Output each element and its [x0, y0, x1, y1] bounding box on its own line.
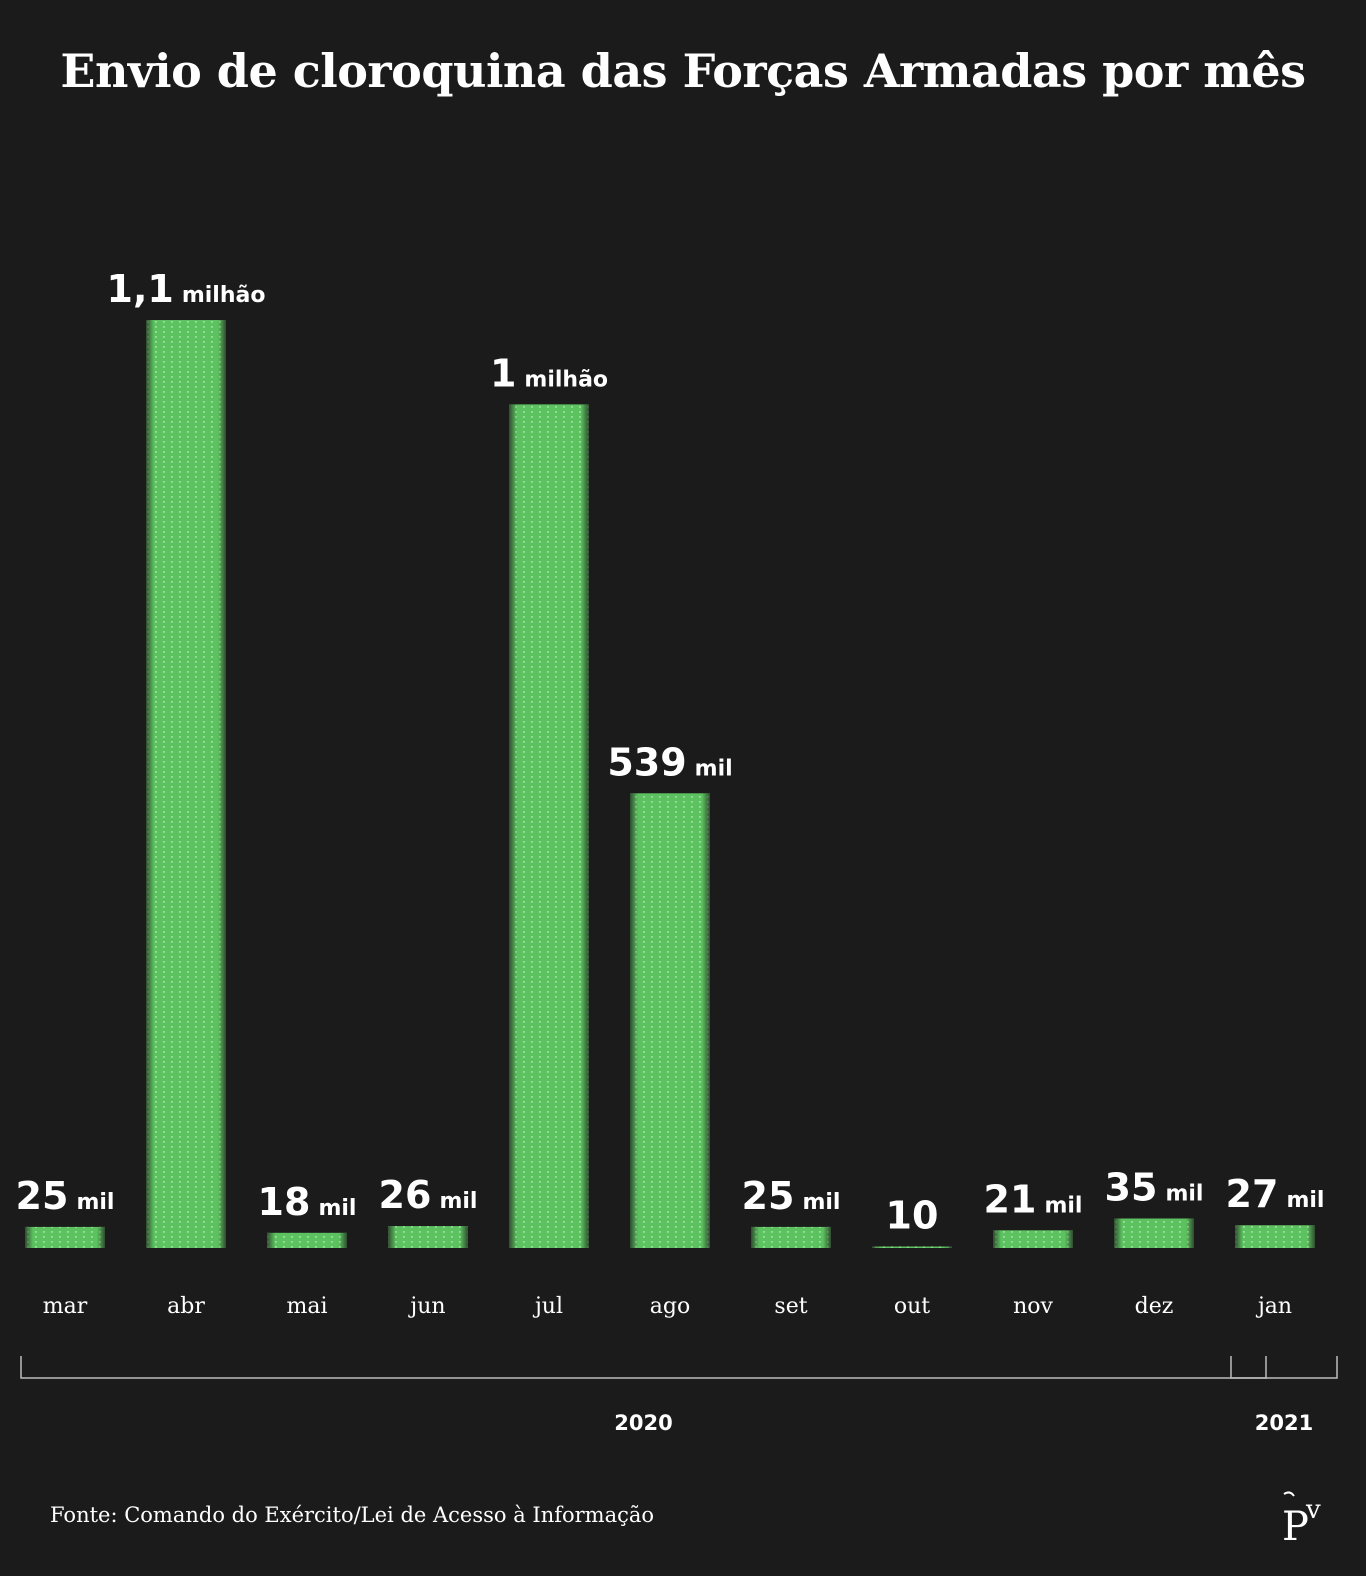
month-axis: mar abr mai jun jul ago set out nov dez jan	[43, 1294, 1292, 1319]
value-number: 10	[886, 1194, 939, 1238]
bar-mar	[25, 1226, 105, 1248]
bar-mai	[267, 1232, 347, 1248]
value-unit: mil	[1044, 1193, 1082, 1218]
bar-edge-shade	[267, 1232, 347, 1248]
year-group-2021: 2021	[1230, 1356, 1338, 1435]
month-label-ago: ago	[650, 1294, 690, 1319]
value-number: 1	[490, 351, 516, 395]
bar-edge-shade	[1114, 1218, 1194, 1248]
value-number: 25	[16, 1174, 69, 1218]
month-label-nov: nov	[1013, 1294, 1053, 1319]
month-label-jul: jul	[532, 1294, 563, 1319]
pv-logo-icon: P v	[1282, 1491, 1321, 1548]
bar-edge-shade	[872, 1246, 952, 1248]
value-number: 18	[258, 1180, 311, 1224]
bar-edge-shade	[25, 1226, 105, 1248]
value-label-ago: 539 mil	[607, 740, 732, 784]
value-label-jan: 27 mil	[1226, 1172, 1325, 1216]
bar-edge-shade	[630, 793, 710, 1248]
value-label-jun: 26 mil	[379, 1173, 478, 1217]
value-unit: mil	[1165, 1181, 1203, 1206]
month-label-dez: dez	[1135, 1294, 1174, 1319]
value-unit: mil	[695, 756, 733, 781]
month-label-mar: mar	[43, 1294, 88, 1319]
bar-set	[751, 1226, 831, 1248]
value-number: 539	[607, 740, 686, 784]
value-unit: milhão	[182, 283, 266, 308]
value-unit: mil	[76, 1190, 114, 1215]
year-group-2020: 2020	[20, 1356, 1267, 1435]
bar-dez	[1114, 1218, 1194, 1248]
bar-edge-shade	[1235, 1225, 1315, 1248]
bar-jan	[1235, 1225, 1315, 1248]
value-label-out: 10	[886, 1194, 939, 1238]
value-unit: mil	[1286, 1188, 1324, 1213]
bar-edge-shade	[509, 404, 589, 1248]
month-label-out: out	[894, 1294, 930, 1319]
source-note: Fonte: Comando do Exército/Lei de Acesso…	[50, 1503, 655, 1527]
year-label: 2021	[1255, 1411, 1313, 1435]
value-number: 21	[984, 1177, 1037, 1221]
bar-edge-shade	[751, 1226, 831, 1248]
bar-nov	[993, 1230, 1073, 1248]
chart-title: Envio de cloroquina das Forças Armadas p…	[60, 44, 1306, 98]
bar-jun	[388, 1226, 468, 1248]
svg-text:v: v	[1305, 1495, 1321, 1525]
bar-ago	[630, 793, 710, 1248]
bar-edge-shade	[388, 1226, 468, 1248]
value-unit: milhão	[524, 367, 608, 392]
bar-edge-shade	[146, 320, 226, 1248]
year-brackets: 2020 2021	[20, 1356, 1338, 1435]
value-number: 26	[379, 1173, 432, 1217]
value-number: 25	[742, 1174, 795, 1218]
svg-text:P: P	[1282, 1504, 1309, 1548]
value-unit: mil	[439, 1189, 477, 1214]
value-label-mar: 25 mil	[16, 1174, 115, 1218]
value-number: 27	[1226, 1172, 1279, 1216]
bars-layer	[25, 320, 1315, 1248]
value-label-mai: 18 mil	[258, 1180, 357, 1224]
month-label-jun: jun	[407, 1294, 445, 1319]
bar-edge-shade	[993, 1230, 1073, 1248]
value-label-set: 25 mil	[742, 1174, 841, 1218]
value-unit: mil	[318, 1196, 356, 1221]
bar-jul	[509, 404, 589, 1248]
value-unit: mil	[802, 1190, 840, 1215]
value-number: 35	[1105, 1165, 1158, 1209]
year-label: 2020	[614, 1411, 672, 1435]
value-number: 1,1	[107, 267, 174, 311]
year-bracket	[20, 1356, 1267, 1379]
value-label-jul: 1 milhão	[490, 351, 608, 395]
value-label-dez: 35 mil	[1105, 1165, 1204, 1209]
value-label-abr: 1,1 milhão	[107, 267, 266, 311]
year-bracket	[1230, 1356, 1338, 1379]
bar-abr	[146, 320, 226, 1248]
value-label-nov: 21 mil	[984, 1177, 1083, 1221]
bar-out	[872, 1246, 952, 1248]
month-label-mai: mai	[286, 1294, 327, 1319]
month-label-set: set	[774, 1294, 807, 1319]
month-label-abr: abr	[167, 1294, 205, 1319]
value-labels-layer: 25 mil 1,1 milhão 18 mil 26 mil 1 milhão 539 mil 25 m…	[16, 267, 1325, 1238]
month-label-jan: jan	[1255, 1294, 1292, 1319]
